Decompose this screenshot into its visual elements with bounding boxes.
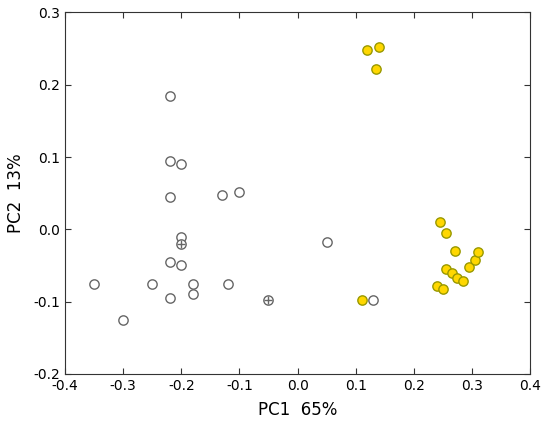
Point xyxy=(372,66,380,72)
Point xyxy=(438,285,447,292)
Point xyxy=(189,291,197,298)
Point xyxy=(442,230,450,236)
Point xyxy=(459,278,467,285)
Point xyxy=(165,157,174,164)
Point xyxy=(148,280,157,287)
Point xyxy=(119,316,128,323)
Point xyxy=(436,219,444,225)
Point xyxy=(235,188,244,195)
Point xyxy=(363,46,372,53)
Point xyxy=(473,249,482,256)
Point xyxy=(177,161,186,168)
Point xyxy=(357,297,366,304)
Point xyxy=(189,280,197,287)
Point xyxy=(433,282,442,289)
Point xyxy=(465,263,473,270)
Point xyxy=(165,193,174,200)
Point xyxy=(322,239,331,246)
Point xyxy=(177,262,186,269)
Point xyxy=(177,233,186,240)
X-axis label: PC1  65%: PC1 65% xyxy=(258,401,337,419)
Point xyxy=(442,266,450,273)
Point xyxy=(264,297,273,304)
Y-axis label: PC2  13%: PC2 13% xyxy=(7,153,25,233)
Point xyxy=(165,259,174,265)
Point xyxy=(450,248,459,254)
Point xyxy=(453,275,462,282)
Point xyxy=(264,297,273,304)
Point xyxy=(165,294,174,301)
Point xyxy=(218,191,226,198)
Point xyxy=(177,240,186,247)
Point xyxy=(177,240,186,247)
Point xyxy=(471,256,480,263)
Point xyxy=(375,44,384,51)
Point xyxy=(447,269,456,276)
Point xyxy=(224,280,232,287)
Point xyxy=(90,280,99,287)
Point xyxy=(165,92,174,99)
Point xyxy=(369,297,378,304)
